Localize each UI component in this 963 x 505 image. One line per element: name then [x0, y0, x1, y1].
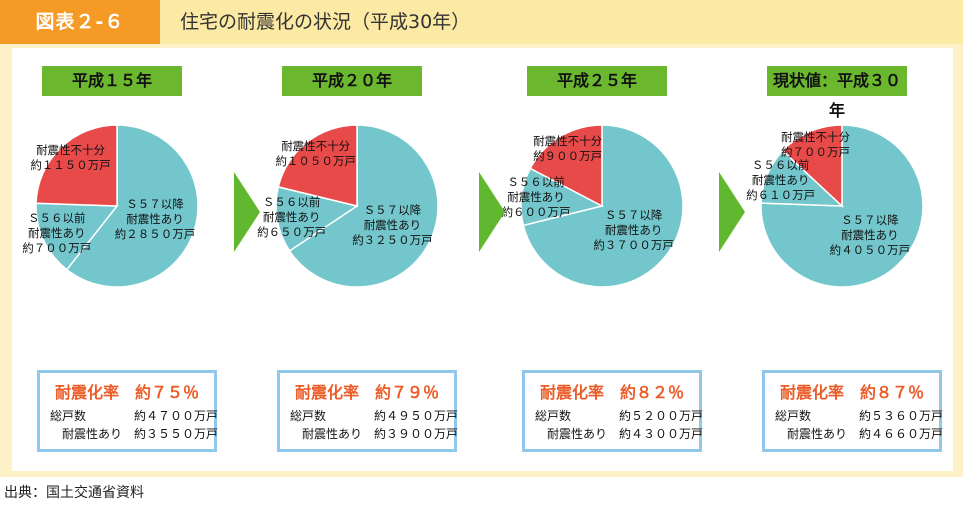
pie-slice — [529, 124, 603, 208]
arrow-right-icon — [234, 172, 260, 252]
pie-panel: 平成２０年 Ｓ５７以降 耐震性あり 約３２５０万戸 Ｓ５６以前 耐震性あり 約６５０万戸 耐震… — [252, 48, 462, 471]
slice-label: Ｓ５６以前 耐震性あり 約６００万戸 — [501, 175, 571, 220]
total-units-value: 約４９５０万戸 — [374, 409, 459, 423]
year-label: 平成１５年 — [42, 66, 182, 96]
slice-label: Ｓ５６以前 耐震性あり 約７００万戸 — [22, 211, 92, 256]
slice-label: 耐震性不十分 約７００万戸 — [781, 130, 850, 160]
source-note: 出典：国土交通省資料 — [4, 485, 144, 501]
slice-label: 耐震性不十分 約１０５０万戸 — [275, 138, 356, 168]
total-units-label: 総戸数 — [290, 409, 327, 423]
pie-slice — [277, 124, 358, 207]
pie-slice — [275, 185, 359, 252]
resistant-units-value: 約３９００万戸 — [374, 427, 459, 441]
resistant-units-value: 約３５５０万戸 — [134, 427, 219, 441]
rate-box: 耐震化率 約７９％ 総戸数 約４９５０万戸 耐震性あり 約３９００万戸 — [277, 370, 459, 452]
resistant-units-label: 耐震性あり — [547, 427, 608, 441]
slice-label: 耐震性不十分 約１１５０万戸 — [30, 143, 111, 173]
seismic-rate: 耐震化率 約８２％ — [539, 383, 684, 402]
figure-number: 図表２‐６ — [0, 0, 160, 44]
rate-box: 耐震化率 約８７％ 総戸数 約５３６０万戸 耐震性あり 約４６６０万戸 — [762, 370, 944, 452]
figure-title: 住宅の耐震化の状況（平成30年） — [180, 11, 471, 33]
resistant-units-label: 耐震性あり — [302, 427, 363, 441]
slice-label: Ｓ５７以降 耐震性あり 約３２５０万戸 — [352, 202, 433, 247]
pie-chart — [35, 124, 199, 288]
pie-chart — [520, 124, 684, 288]
pie-slice — [35, 124, 118, 207]
rate-box: 耐震化率 約７５％ 総戸数 約４７００万戸 耐震性あり 約３５５０万戸 — [37, 370, 219, 452]
slice-label: 耐震性不十分 約９００万戸 — [533, 134, 603, 164]
slice-label: Ｓ５７以降 耐震性あり 約３７００万戸 — [593, 208, 674, 253]
seismic-rate: 耐震化率 約７９％ — [294, 383, 439, 402]
resistant-units-value: 約４３００万戸 — [619, 427, 704, 441]
total-units-label: 総戸数 — [535, 409, 572, 423]
arrow-right-icon — [479, 172, 505, 252]
pie-slice — [65, 124, 199, 288]
pie-chart — [760, 124, 924, 288]
seismic-rate: 耐震化率 約７５％ — [54, 383, 199, 402]
resistant-units-value: 約４６６０万戸 — [859, 427, 944, 441]
slice-label: Ｓ５６以前 耐震性あり 約６１０万戸 — [746, 158, 816, 203]
pie-slice — [781, 124, 843, 208]
resistant-units-label: 耐震性あり — [787, 427, 848, 441]
resistant-units-label: 耐震性あり — [62, 427, 123, 441]
chart-area: 平成１５年 Ｓ５７以降 耐震性あり 約２８５０万戸 Ｓ５６以前 耐震性あり 約７００万戸 耐震… — [12, 48, 953, 471]
pie-chart — [275, 124, 439, 288]
pie-panel: 平成２５年 Ｓ５７以降 耐震性あり 約３７００万戸 Ｓ５６以前 耐震性あり 約６００万戸 耐震… — [497, 48, 707, 471]
pie-slice — [35, 202, 119, 271]
year-label: 平成２０年 — [282, 66, 422, 96]
slice-label: Ｓ５７以降 耐震性あり 約４０５０万戸 — [829, 212, 911, 257]
pie-slice — [288, 124, 439, 288]
figure-header: 図表２‐６ 住宅の耐震化の状況（平成30年） — [0, 0, 963, 44]
total-units-label: 総戸数 — [50, 409, 87, 423]
total-units-label: 総戸数 — [775, 409, 812, 423]
seismic-rate: 耐震化率 約８７％ — [779, 383, 924, 402]
pie-panel: 平成１５年 Ｓ５７以降 耐震性あり 約２８５０万戸 Ｓ５６以前 耐震性あり 約７００万戸 耐震… — [12, 48, 222, 471]
arrow-right-icon — [719, 172, 745, 252]
year-label: 現状値：平成３０年 — [767, 66, 907, 120]
total-units-value: 約５３６０万戸 — [859, 409, 944, 423]
year-label: 平成２５年 — [527, 66, 667, 96]
pie-panel: 現状値：平成３０年 Ｓ５７以降 耐震性あり 約４０５０万戸 Ｓ５６以前 耐震性あり 約６１０… — [737, 48, 947, 471]
slice-label: Ｓ５７以降 耐震性あり 約２８５０万戸 — [114, 196, 196, 241]
rate-box: 耐震化率 約８２％ 総戸数 約５２００万戸 耐震性あり 約４３００万戸 — [522, 370, 704, 452]
total-units-value: 約４７００万戸 — [134, 409, 219, 423]
total-units-value: 約５２００万戸 — [619, 409, 704, 423]
slice-label: Ｓ５６以前 耐震性あり 約６５０万戸 — [257, 195, 327, 240]
